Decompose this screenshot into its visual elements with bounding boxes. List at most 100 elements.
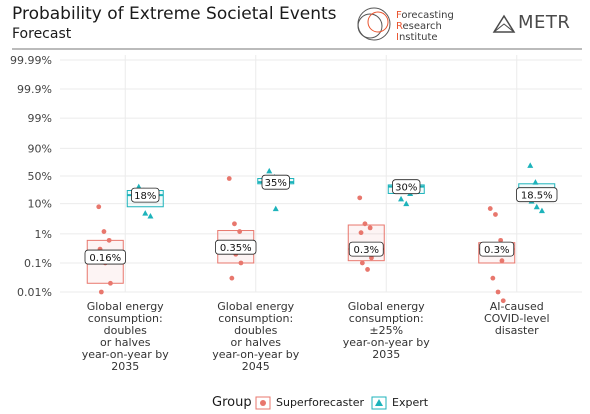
x-tick-label-line: or halves xyxy=(100,336,151,349)
x-tick-label: AI-caused COVID-level disaster xyxy=(484,300,550,337)
x-tick-label-line: consumption: xyxy=(88,312,163,325)
data-point xyxy=(237,229,243,234)
legend-label-superforecaster: Superforecaster xyxy=(276,396,364,409)
x-tick-label-line: 2035 xyxy=(111,360,139,373)
data-point xyxy=(369,255,374,261)
median-label: 0.16% xyxy=(89,253,121,264)
chart-subtitle: Forecast xyxy=(12,26,72,42)
median-label: 18.5% xyxy=(521,191,553,202)
fri-logo-word-1: Forecasting xyxy=(396,10,454,21)
data-point xyxy=(499,258,505,264)
y-tick-label: 0.01% xyxy=(17,286,52,299)
x-tick-label-line: Global energy xyxy=(87,300,164,313)
data-point xyxy=(147,213,154,219)
x-tick-label-line: ±25% xyxy=(369,324,403,337)
data-point xyxy=(98,289,104,295)
x-tick-label-line: consumption: xyxy=(349,312,424,325)
y-tick-label: 50% xyxy=(28,170,52,183)
x-tick-label-line: disaster xyxy=(495,324,539,337)
x-tick-label-line: 2045 xyxy=(242,360,270,373)
x-tick-label: Global energy consumption: doubles or halve… xyxy=(212,300,300,373)
x-tick-label: Global energy consumption: doubles or halve… xyxy=(82,300,170,373)
median-label-box xyxy=(516,187,558,203)
data-point xyxy=(266,167,273,174)
data-point xyxy=(226,176,232,181)
data-point xyxy=(357,195,363,201)
x-tick-label-line: year-on-year by xyxy=(343,336,431,349)
data-point xyxy=(367,225,373,231)
data-point xyxy=(365,267,370,272)
median-label-box xyxy=(261,174,290,190)
x-tick-label-line: consumption: xyxy=(218,312,293,325)
data-point xyxy=(490,275,496,281)
y-tick-label: 0.1% xyxy=(24,257,52,270)
median-label-box xyxy=(84,249,126,265)
legend-title: Group xyxy=(212,395,252,410)
data-point xyxy=(108,280,113,286)
chart-title: Probability of Extreme Societal Events xyxy=(12,4,337,24)
median-label-box xyxy=(392,179,421,195)
data-point xyxy=(358,230,364,236)
y-tick-label: 99.9% xyxy=(17,83,52,96)
data-point xyxy=(359,260,365,266)
y-tick-label: 90% xyxy=(28,142,52,155)
data-point xyxy=(362,221,368,227)
x-tick-label-line: year-on-year by xyxy=(212,348,300,361)
median-label-box xyxy=(479,241,515,257)
median-label: 30% xyxy=(395,183,417,194)
legend-label-expert: Expert xyxy=(392,396,429,409)
data-point xyxy=(229,275,235,281)
median-label: 0.3% xyxy=(484,245,509,256)
x-tick-label-line: Global energy xyxy=(348,300,425,313)
data-point xyxy=(500,298,506,304)
data-point xyxy=(142,210,149,216)
median-label: 35% xyxy=(265,178,287,189)
data-point xyxy=(495,289,501,295)
data-point xyxy=(403,200,410,207)
data-point xyxy=(232,221,237,227)
data-point xyxy=(238,260,244,266)
y-tick-label: 10% xyxy=(28,198,52,211)
chart-plot-area: 0.01% 0.1% 1% 10% 50% 90% 99% 99.9% 99.99% Global… xyxy=(10,48,582,373)
data-point xyxy=(398,195,405,202)
median-label-box xyxy=(131,187,160,203)
legend-key-expert xyxy=(371,396,387,410)
x-tick-label-line: doubles xyxy=(234,324,277,337)
median-label-box xyxy=(215,239,257,255)
data-point xyxy=(96,204,102,210)
median-label: 18% xyxy=(134,191,156,202)
data-point xyxy=(527,162,534,168)
data-point xyxy=(532,179,539,185)
data-point xyxy=(272,205,279,212)
data-point xyxy=(493,212,498,217)
x-tick-label-line: year-on-year by xyxy=(82,348,170,361)
x-tick-label-line: Global energy xyxy=(217,300,294,313)
legend-key-superforecaster xyxy=(255,396,271,410)
y-tick-label: 99% xyxy=(28,112,52,125)
x-tick-label-line: 2035 xyxy=(372,348,400,361)
y-tick-label: 1% xyxy=(35,228,52,241)
data-point xyxy=(487,206,493,211)
fri-logo-word-3: Institute xyxy=(396,32,438,43)
x-tick-label-line: doubles xyxy=(104,324,147,337)
median-label: 0.3% xyxy=(354,245,379,256)
data-point xyxy=(106,237,112,243)
fri-logo-word-2: Research xyxy=(396,21,442,32)
x-tick-label-line: COVID-level xyxy=(484,312,550,325)
data-point xyxy=(498,237,504,243)
data-point xyxy=(533,203,540,210)
fri-logo-text: Forecasting Research Institute xyxy=(396,10,454,43)
fri-logo-icon xyxy=(357,7,391,41)
metr-logo-icon xyxy=(492,14,516,33)
x-tick-label: Global energy consumption: ±25% year-on-yea… xyxy=(343,300,431,361)
legend: Group Superforecaster Expert xyxy=(0,394,590,414)
x-tick-label-line: or halves xyxy=(230,336,281,349)
y-tick-label: 99.99% xyxy=(10,54,52,67)
data-point xyxy=(538,207,545,214)
median-label-box xyxy=(348,241,384,257)
x-tick-label-line: AI-caused xyxy=(490,300,544,313)
data-point xyxy=(101,229,107,234)
metr-logo-text: METR xyxy=(518,12,571,33)
median-label: 0.35% xyxy=(220,243,252,254)
